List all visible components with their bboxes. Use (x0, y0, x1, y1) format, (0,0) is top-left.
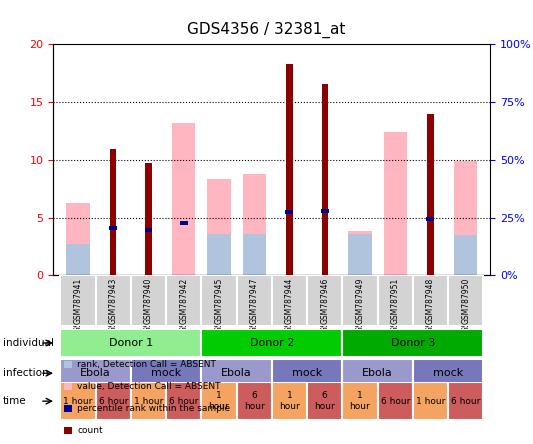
FancyBboxPatch shape (95, 275, 131, 326)
Bar (172, 123, 195, 275)
Bar (321, 209, 329, 213)
Text: 1
hour: 1 hour (208, 392, 229, 411)
Text: 6
hour: 6 hour (314, 392, 335, 411)
Text: GSM787942: GSM787942 (179, 278, 188, 324)
Text: 1 hour: 1 hour (63, 396, 93, 406)
FancyBboxPatch shape (201, 382, 237, 420)
Text: Ebola: Ebola (362, 368, 393, 378)
Bar (180, 222, 188, 226)
Text: time: time (3, 396, 26, 406)
Text: GSM787947: GSM787947 (249, 278, 259, 324)
FancyBboxPatch shape (307, 382, 342, 420)
Text: mock: mock (151, 368, 181, 378)
Bar (66, 202, 90, 275)
Bar (321, 83, 328, 275)
Text: GSM787940: GSM787940 (144, 278, 153, 324)
Text: GSM787941: GSM787941 (74, 278, 83, 324)
Text: Ebola: Ebola (221, 368, 252, 378)
Bar (243, 234, 266, 275)
Text: GSM787951: GSM787951 (391, 278, 400, 324)
FancyBboxPatch shape (237, 275, 272, 326)
FancyBboxPatch shape (377, 275, 413, 326)
Text: GSM787948: GSM787948 (426, 278, 435, 324)
Text: 6 hour: 6 hour (381, 396, 410, 406)
FancyBboxPatch shape (95, 382, 131, 420)
Text: 6 hour: 6 hour (99, 396, 128, 406)
FancyBboxPatch shape (272, 359, 342, 388)
Bar (349, 234, 372, 275)
Text: GSM787949: GSM787949 (356, 278, 365, 324)
Text: 1
hour: 1 hour (279, 392, 300, 411)
Text: 6
hour: 6 hour (244, 392, 264, 411)
Text: GSM787944: GSM787944 (285, 278, 294, 324)
FancyBboxPatch shape (166, 275, 201, 326)
Bar (207, 179, 231, 275)
FancyBboxPatch shape (131, 275, 166, 326)
FancyBboxPatch shape (307, 275, 342, 326)
FancyBboxPatch shape (131, 382, 166, 420)
Bar (426, 217, 434, 221)
Bar (146, 163, 151, 275)
Text: 1 hour: 1 hour (134, 396, 163, 406)
Bar (349, 231, 372, 275)
Text: 6 hour: 6 hour (169, 396, 198, 406)
Text: 1
hour: 1 hour (350, 392, 370, 411)
Bar (286, 210, 294, 214)
Text: infection: infection (3, 368, 49, 378)
Bar (384, 132, 407, 275)
FancyBboxPatch shape (448, 382, 483, 420)
FancyBboxPatch shape (342, 329, 483, 357)
FancyBboxPatch shape (166, 382, 201, 420)
Bar (454, 235, 478, 275)
FancyBboxPatch shape (237, 382, 272, 420)
Text: GSM787945: GSM787945 (214, 278, 223, 324)
FancyBboxPatch shape (342, 382, 377, 420)
Bar (66, 244, 90, 275)
FancyBboxPatch shape (272, 382, 307, 420)
Bar (144, 228, 152, 232)
Bar (243, 174, 266, 275)
Text: Donor 3: Donor 3 (391, 338, 435, 348)
FancyBboxPatch shape (60, 382, 95, 420)
Text: 6 hour: 6 hour (451, 396, 480, 406)
Text: mock: mock (433, 368, 463, 378)
FancyBboxPatch shape (60, 359, 131, 388)
Text: mock: mock (292, 368, 322, 378)
FancyBboxPatch shape (201, 275, 237, 326)
FancyBboxPatch shape (131, 359, 201, 388)
FancyBboxPatch shape (272, 275, 307, 326)
Text: percentile rank within the sample: percentile rank within the sample (77, 404, 230, 413)
Text: GDS4356 / 32381_at: GDS4356 / 32381_at (187, 22, 346, 38)
FancyBboxPatch shape (342, 359, 413, 388)
Bar (207, 234, 231, 275)
Text: Donor 1: Donor 1 (109, 338, 153, 348)
FancyBboxPatch shape (60, 275, 95, 326)
Text: GSM787950: GSM787950 (461, 278, 470, 324)
Text: GSM787946: GSM787946 (320, 278, 329, 324)
FancyBboxPatch shape (342, 275, 377, 326)
FancyBboxPatch shape (413, 382, 448, 420)
FancyBboxPatch shape (448, 275, 483, 326)
FancyBboxPatch shape (201, 359, 272, 388)
Text: individual: individual (3, 338, 54, 348)
Bar (427, 114, 434, 275)
FancyBboxPatch shape (413, 359, 483, 388)
FancyBboxPatch shape (201, 329, 342, 357)
FancyBboxPatch shape (413, 275, 448, 326)
Text: rank, Detection Call = ABSENT: rank, Detection Call = ABSENT (77, 360, 216, 369)
Text: count: count (77, 426, 103, 435)
Text: Donor 2: Donor 2 (249, 338, 294, 348)
Bar (454, 161, 478, 275)
Text: 1 hour: 1 hour (416, 396, 445, 406)
Bar (110, 150, 116, 275)
Text: Ebola: Ebola (80, 368, 111, 378)
Text: value, Detection Call = ABSENT: value, Detection Call = ABSENT (77, 382, 221, 391)
FancyBboxPatch shape (377, 382, 413, 420)
Bar (286, 64, 293, 275)
Bar (109, 226, 117, 230)
FancyBboxPatch shape (60, 329, 201, 357)
Text: GSM787943: GSM787943 (109, 278, 118, 324)
